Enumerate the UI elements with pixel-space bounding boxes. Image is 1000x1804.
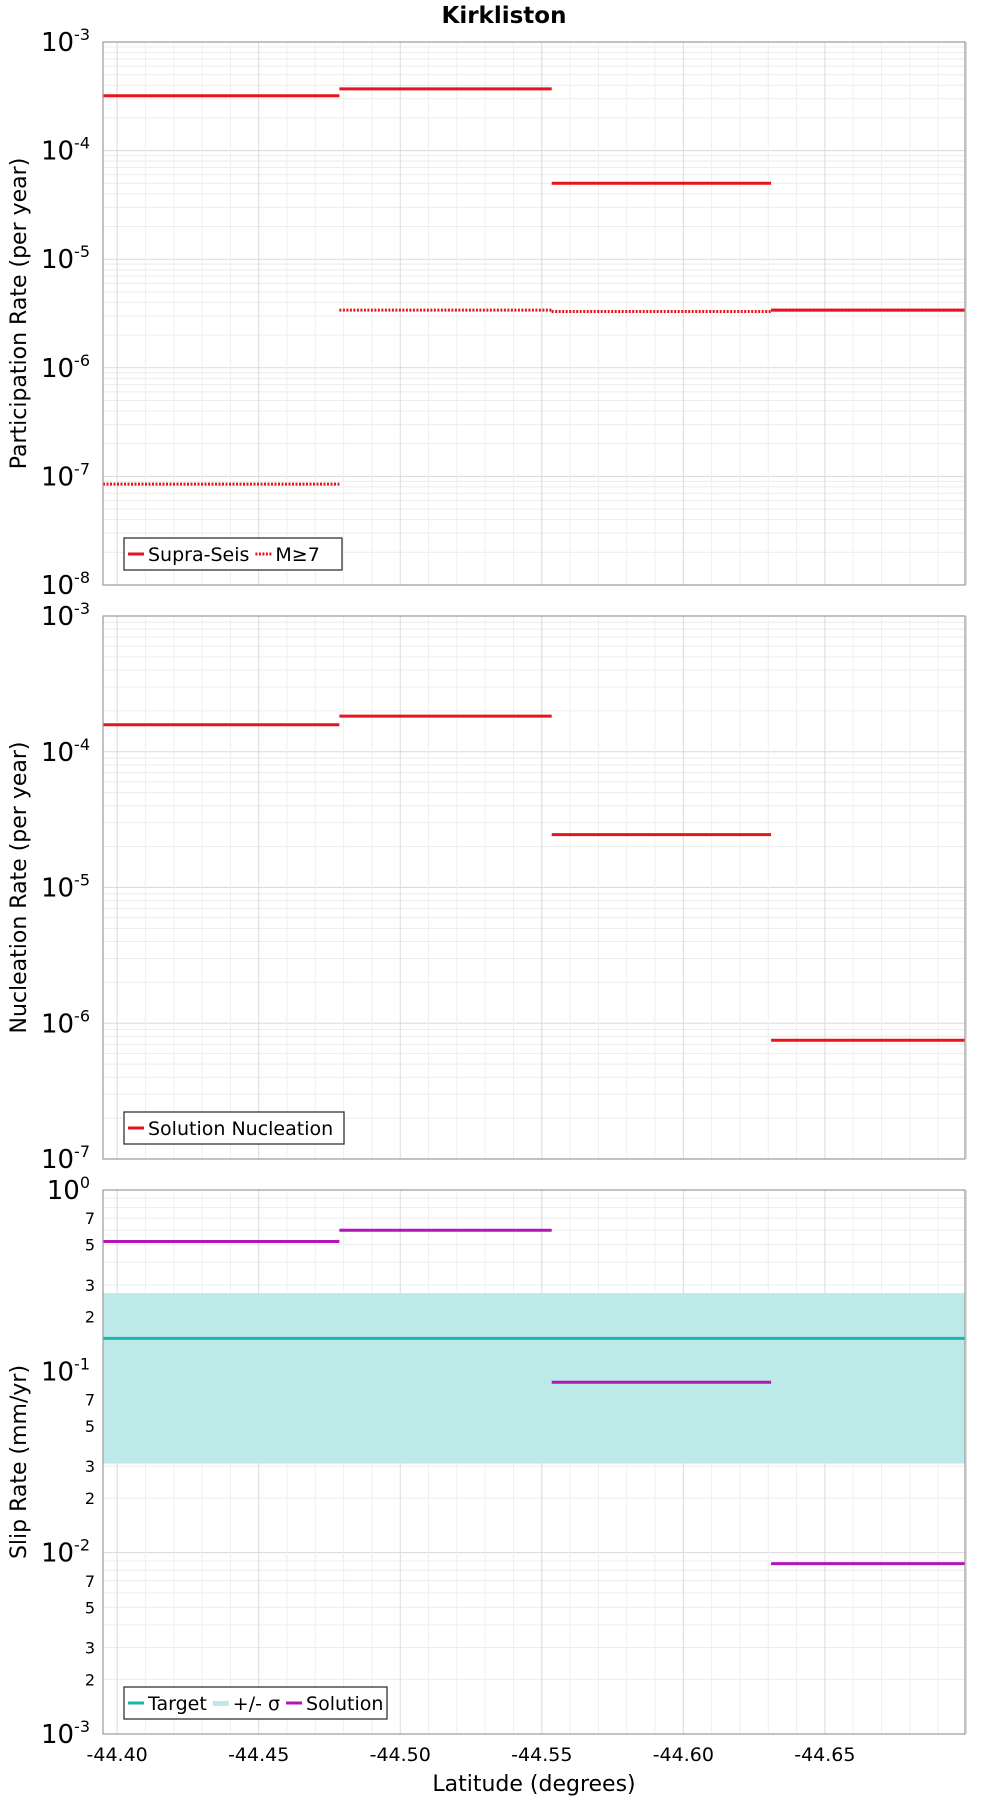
y-minor-tick-label: 7 — [85, 1209, 95, 1228]
y-tick-exponent: -8 — [74, 568, 90, 587]
y-tick-base: 10 — [41, 1357, 74, 1387]
sigma-band — [103, 1293, 965, 1464]
y-tick-base: 10 — [47, 1176, 80, 1206]
y-minor-tick-label: 2 — [85, 1670, 95, 1689]
y-tick-label: 10-4 — [41, 134, 90, 167]
y-tick-exponent: -5 — [74, 871, 90, 890]
y-minor-tick-label: 5 — [85, 1598, 95, 1617]
y-axis-label: Slip Rate (mm/yr) — [7, 1365, 32, 1559]
y-tick-label: 100 — [47, 1173, 90, 1206]
plot-frame — [102, 1189, 966, 1735]
legend: Supra-Seis M≥7 — [123, 537, 343, 571]
y-tick-exponent: -1 — [74, 1354, 90, 1373]
legend-label: +/- σ — [233, 1693, 280, 1715]
plot-frame — [102, 615, 966, 1160]
legend-box — [123, 1111, 345, 1145]
legend-label: Solution — [306, 1693, 383, 1715]
legend-box — [123, 537, 343, 571]
y-tick-exponent: 0 — [80, 1173, 90, 1192]
chart-title: Kirkliston — [442, 3, 567, 29]
y-tick-exponent: -6 — [74, 1006, 90, 1025]
y-tick-label: 10-7 — [41, 459, 90, 492]
y-tick-label: 10-6 — [41, 1006, 90, 1039]
y-tick-label: 10-3 — [41, 1717, 90, 1750]
plot-frame — [102, 41, 966, 586]
y-tick-base: 10 — [41, 462, 74, 492]
y-tick-label: 10-8 — [41, 568, 90, 601]
y-tick-base: 10 — [41, 738, 74, 768]
x-tick-label: -44.55 — [511, 1744, 572, 1766]
y-tick-base: 10 — [41, 354, 74, 384]
y-minor-tick-label: 3 — [85, 1457, 95, 1476]
y-minor-tick-label: 3 — [85, 1276, 95, 1295]
legend-swatch — [212, 1701, 229, 1706]
y-minor-tick-label: 2 — [85, 1489, 95, 1508]
y-tick-exponent: -7 — [74, 459, 90, 478]
y-tick-label: 10-5 — [41, 242, 90, 275]
y-tick-exponent: -2 — [74, 1536, 90, 1555]
y-minor-tick-label: 5 — [85, 1236, 95, 1255]
y-tick-exponent: -6 — [74, 351, 90, 370]
x-axis-label: Latitude (degrees) — [432, 1772, 635, 1797]
legend-label: Supra-Seis — [148, 544, 249, 566]
y-tick-exponent: -4 — [74, 735, 90, 754]
legend-label: Target — [147, 1693, 207, 1715]
y-minor-tick-label: 2 — [85, 1308, 95, 1327]
y-tick-base: 10 — [41, 28, 74, 58]
plot-area — [103, 42, 965, 585]
y-minor-tick-label: 3 — [85, 1638, 95, 1657]
y-tick-exponent: -5 — [74, 242, 90, 261]
y-tick-exponent: -3 — [74, 25, 90, 44]
legend-label: Solution Nucleation — [148, 1118, 333, 1140]
y-tick-base: 10 — [41, 1009, 74, 1039]
y-tick-base: 10 — [41, 874, 74, 904]
y-tick-base: 10 — [41, 571, 74, 601]
y-tick-label: 10-1 — [41, 1354, 90, 1387]
x-tick-label: -44.40 — [87, 1744, 148, 1766]
legend: Solution Nucleation — [123, 1111, 345, 1145]
y-tick-label: 10-3 — [41, 25, 90, 58]
y-tick-exponent: -3 — [74, 1717, 90, 1736]
y-tick-base: 10 — [41, 137, 74, 167]
y-tick-label: 10-2 — [41, 1536, 90, 1569]
legend: Target +/- σ Solution — [123, 1686, 388, 1720]
y-minor-tick-label: 7 — [85, 1390, 95, 1409]
y-axis-label: Nucleation Rate (per year) — [7, 742, 32, 1034]
y-tick-exponent: -4 — [74, 134, 90, 153]
x-tick-label: -44.65 — [794, 1744, 855, 1766]
y-tick-base: 10 — [41, 602, 74, 632]
y-minor-tick-label: 5 — [85, 1417, 95, 1436]
y-tick-label: 10-6 — [41, 351, 90, 384]
y-axis-label: Participation Rate (per year) — [7, 158, 32, 470]
x-tick-label: -44.50 — [370, 1744, 431, 1766]
y-tick-base: 10 — [41, 245, 74, 275]
y-tick-base: 10 — [41, 1145, 74, 1175]
y-tick-label: 10-7 — [41, 1142, 90, 1175]
y-tick-exponent: -3 — [74, 599, 90, 618]
y-tick-exponent: -7 — [74, 1142, 90, 1161]
x-tick-label: -44.45 — [228, 1744, 289, 1766]
y-tick-base: 10 — [41, 1539, 74, 1569]
y-tick-label: 10-5 — [41, 871, 90, 904]
legend-box — [123, 1686, 388, 1720]
y-tick-label: 10-3 — [41, 599, 90, 632]
legend-label: M≥7 — [275, 544, 319, 566]
y-minor-tick-label: 7 — [85, 1572, 95, 1591]
y-tick-label: 10-4 — [41, 735, 90, 768]
x-tick-label: -44.60 — [653, 1744, 714, 1766]
y-tick-base: 10 — [41, 1720, 74, 1750]
